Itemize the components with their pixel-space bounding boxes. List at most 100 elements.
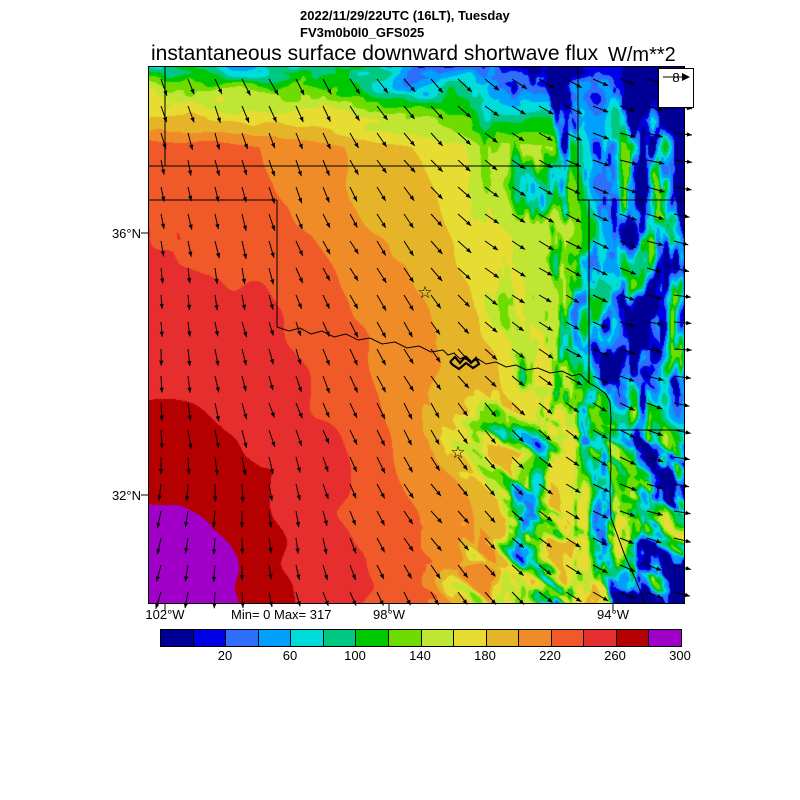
wind-arrow-head <box>657 458 663 463</box>
wind-arrow-head <box>601 270 608 275</box>
colorbar-cell-14 <box>615 630 649 646</box>
wind-arrow-head <box>215 196 220 202</box>
colorbar-cell-7 <box>387 630 421 646</box>
colorbar-cell-0 <box>161 630 193 646</box>
colorbar-cell-12 <box>550 630 584 646</box>
wind-arrow-head <box>435 465 440 471</box>
wind-arrow-head <box>211 576 217 582</box>
wind-arrow-head <box>437 275 443 281</box>
map-panel: ☆☆ 8 <box>141 66 694 611</box>
wind-arrow-head <box>657 349 663 354</box>
wind-arrow-head <box>576 597 582 602</box>
wind-arrow-head <box>435 573 441 579</box>
colorbar-cell-5 <box>322 630 356 646</box>
wind-arrow-head <box>160 223 166 229</box>
wind-arrow-head <box>380 519 385 526</box>
wind-arrow-head <box>270 279 275 285</box>
wind-arrow-head <box>184 547 189 554</box>
wind-arrow-head <box>547 380 553 386</box>
wind-arrow-head <box>271 441 276 447</box>
wind-arrow-head <box>604 162 610 167</box>
wind-arrow-head <box>437 193 443 200</box>
wind-arrow-head <box>188 443 193 449</box>
wind-arrow-head <box>298 277 303 283</box>
wind-arrow-head <box>381 195 386 201</box>
wind-arrow-head <box>408 222 414 228</box>
wind-arrow-head <box>547 271 553 276</box>
model-line: FV3m0b0l0_GFS025 <box>300 25 425 40</box>
colorbar-tick-label: 260 <box>604 648 626 663</box>
wind-arrow-head <box>212 549 217 555</box>
wind-arrow-head <box>601 541 607 546</box>
wind-arrow-head <box>437 221 443 227</box>
wind-arrow-head <box>575 542 581 548</box>
wind-arrow-head <box>462 464 468 471</box>
wind-arrow-head <box>518 570 524 576</box>
wind-arrow-head <box>602 514 608 519</box>
wind-arrow-head <box>436 490 441 497</box>
colorbar-cell-8 <box>420 630 454 646</box>
wind-arrow-head <box>352 547 357 554</box>
wind-arrow-head <box>381 305 387 311</box>
wind-arrow-head <box>548 245 554 250</box>
wind-arrow-head <box>548 109 554 115</box>
wind-arrow-head <box>159 360 164 366</box>
wind-arrow-head <box>408 545 414 552</box>
wind-arrow-head <box>437 140 443 146</box>
wind-arrow-head <box>380 413 385 420</box>
wind-arrow-head <box>380 440 385 446</box>
wind-arrow-head <box>353 222 358 228</box>
wind-arrow-head <box>353 275 359 281</box>
wind-arrow-head <box>381 167 387 174</box>
wind-arrow-head <box>186 469 191 475</box>
wind-arrow-head <box>245 117 249 123</box>
wind-arrow-head <box>296 494 301 501</box>
wind-arrow-head <box>463 518 469 524</box>
wind-arrow-head <box>685 430 691 435</box>
wind-arrow-head <box>631 161 638 166</box>
wind-arrow-head <box>216 144 221 150</box>
wind-arrow-head <box>631 189 638 194</box>
wind-arrow-head <box>493 218 499 224</box>
wind-arrow-head <box>601 434 608 439</box>
wind-arrow-head <box>493 85 499 91</box>
wind-arrow-head <box>268 522 273 528</box>
wind-arrow-head <box>409 277 414 283</box>
lon-tick-label-102w: 102°W <box>145 607 185 622</box>
wind-arrow-head <box>547 136 553 141</box>
wind-arrow-head <box>325 222 330 228</box>
wind-arrow-head <box>240 602 245 608</box>
wind-arrow-head <box>295 548 300 554</box>
wind-arrow-head <box>155 603 160 609</box>
wind-arrow-head <box>656 594 663 599</box>
wind-arrow-head <box>409 113 415 120</box>
wind-arrow-head <box>629 594 636 599</box>
wind-arrow-head <box>629 567 636 572</box>
wind-arrow-head <box>409 305 414 311</box>
wind-arrow-head <box>159 415 164 421</box>
wind-arrow-head <box>159 331 164 337</box>
wind-arrow-head <box>216 117 221 123</box>
wind-arrow-head <box>271 225 276 231</box>
wind-arrow-head <box>297 386 302 393</box>
wind-arrow-head <box>518 436 524 442</box>
wind-arrow-head <box>575 272 581 277</box>
map-overlay: ☆☆ <box>141 66 693 611</box>
wind-arrow-head <box>657 431 663 436</box>
wind-arrow-head <box>685 566 691 571</box>
wind-arrow-head <box>628 377 635 382</box>
state-border-red-river <box>276 326 590 384</box>
wind-arrow-head <box>465 274 471 280</box>
wind-arrow-head <box>601 298 608 303</box>
wind-arrow-head <box>490 544 496 550</box>
wind-arrow-head <box>160 278 165 284</box>
wind-arrow-head <box>298 143 303 150</box>
wind-arrow-head <box>682 241 689 246</box>
wind-arrow-head <box>299 116 304 123</box>
wind-arrow-head <box>381 332 386 338</box>
wind-arrow-head <box>547 597 553 603</box>
lon-tick-label-98w: 98°W <box>373 607 405 622</box>
wind-arrow-head <box>269 468 274 475</box>
wind-arrow-head <box>629 406 635 411</box>
wind-arrow-head <box>190 117 195 123</box>
